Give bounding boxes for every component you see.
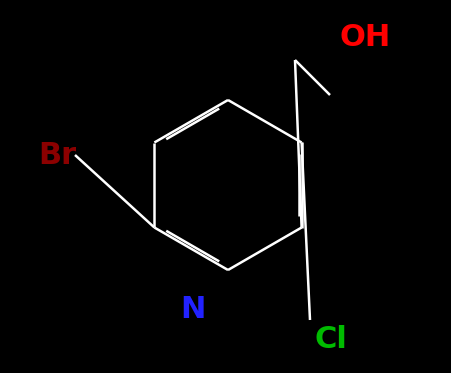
Text: Br: Br [38,141,76,169]
Text: N: N [180,295,205,325]
Text: Cl: Cl [314,326,347,354]
Text: OH: OH [339,23,391,53]
